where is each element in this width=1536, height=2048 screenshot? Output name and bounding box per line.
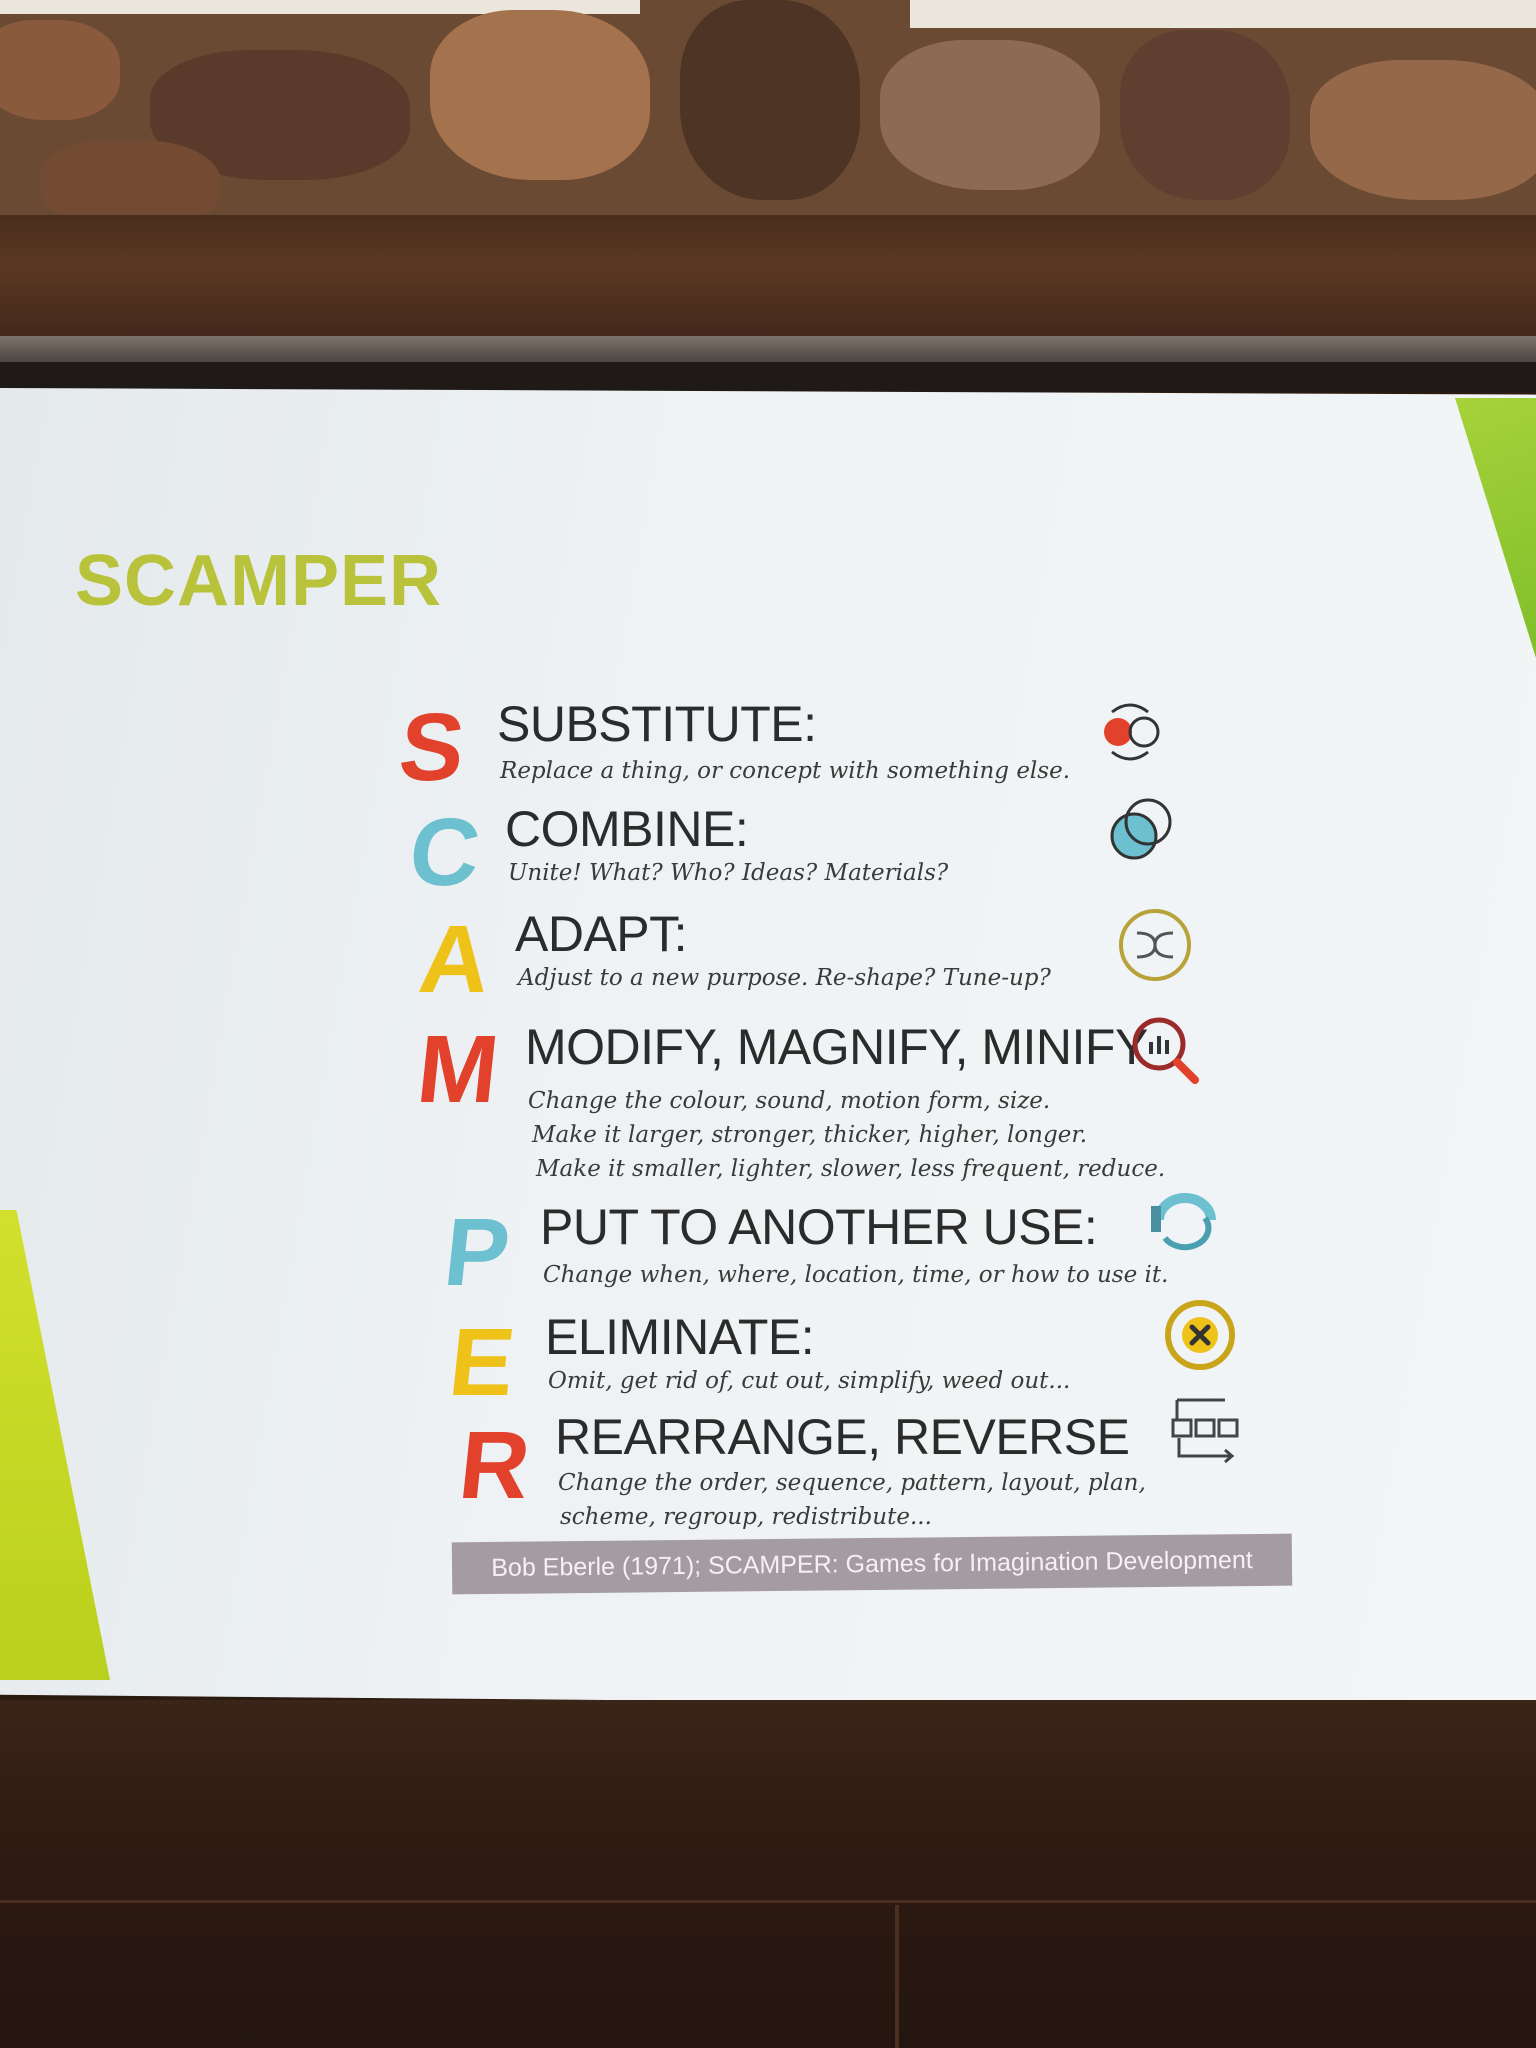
item-heading: PUT TO ANOTHER USE: — [540, 1199, 1098, 1255]
swap-circles-icon — [1104, 703, 1160, 761]
item-description: scheme, regroup, redistribute... — [560, 1504, 932, 1530]
item-heading: ELIMINATE: — [545, 1309, 815, 1365]
acronym-letter-e: E — [444, 1309, 520, 1416]
stone — [430, 10, 650, 180]
item-heading: MODIFY, MAGNIFY, MINIFY — [525, 1019, 1148, 1075]
wood-seam — [0, 1900, 1536, 1903]
item-description: Unite! What? Who? Ideas? Materials? — [508, 860, 949, 886]
item-description: Change the order, sequence, pattern, lay… — [558, 1470, 1146, 1496]
acronym-letter-r: R — [454, 1412, 536, 1519]
item-description: Adjust to a new purpose. Re-shape? Tune-… — [518, 965, 1051, 991]
wooden-ledge — [0, 1700, 1536, 2048]
item-heading: ADAPT: — [515, 906, 688, 962]
projector-screen-housing — [0, 336, 1536, 362]
wooden-beam — [0, 215, 1536, 345]
overlapping-circles-icon — [1110, 798, 1172, 860]
item-heading: COMBINE: — [505, 801, 749, 857]
stone — [1120, 30, 1290, 200]
acronym-letter-c: C — [404, 799, 486, 906]
projected-slide — [0, 388, 1536, 1708]
picture-frame-edge — [0, 0, 640, 14]
stone — [680, 0, 860, 200]
stone — [0, 20, 120, 120]
slide-title: SCAMPER — [75, 541, 443, 621]
remove-circle-icon — [1165, 1300, 1235, 1370]
item-description: Omit, get rid of, cut out, simplify, wee… — [548, 1368, 1071, 1394]
rearrange-blocks-icon — [1171, 1398, 1239, 1464]
wood-seam — [895, 1905, 899, 2048]
item-description: Make it smaller, lighter, slower, less f… — [536, 1156, 1166, 1182]
item-description: Replace a thing, or concept with somethi… — [500, 758, 1071, 784]
acronym-letter-p: P — [439, 1199, 515, 1306]
magnifier-chart-icon — [1132, 1017, 1199, 1084]
acronym-letter-s: S — [394, 694, 470, 801]
stone — [1310, 60, 1536, 200]
stone — [880, 40, 1100, 190]
citation-text: Bob Eberle (1971); SCAMPER: Games for Im… — [491, 1545, 1253, 1582]
citation-bar: Bob Eberle (1971); SCAMPER: Games for Im… — [451, 1533, 1293, 1595]
acronym-letter-a: A — [414, 906, 496, 1013]
item-description: Change when, where, location, time, or h… — [543, 1262, 1169, 1288]
item-heading: REARRANGE, REVERSE — [555, 1409, 1130, 1465]
acronym-letter-m: M — [412, 1016, 504, 1123]
item-description: Change the colour, sound, motion form, s… — [528, 1088, 1051, 1114]
item-heading: SUBSTITUTE: — [497, 696, 817, 752]
stone-wall — [0, 0, 1536, 230]
picture-frame-edge — [910, 0, 1536, 28]
adapt-arrows-icon — [1119, 909, 1191, 981]
screen-shadow — [0, 362, 1536, 392]
rotate-arrow-icon — [1151, 1193, 1216, 1251]
item-description: Make it larger, stronger, thicker, highe… — [532, 1122, 1088, 1148]
